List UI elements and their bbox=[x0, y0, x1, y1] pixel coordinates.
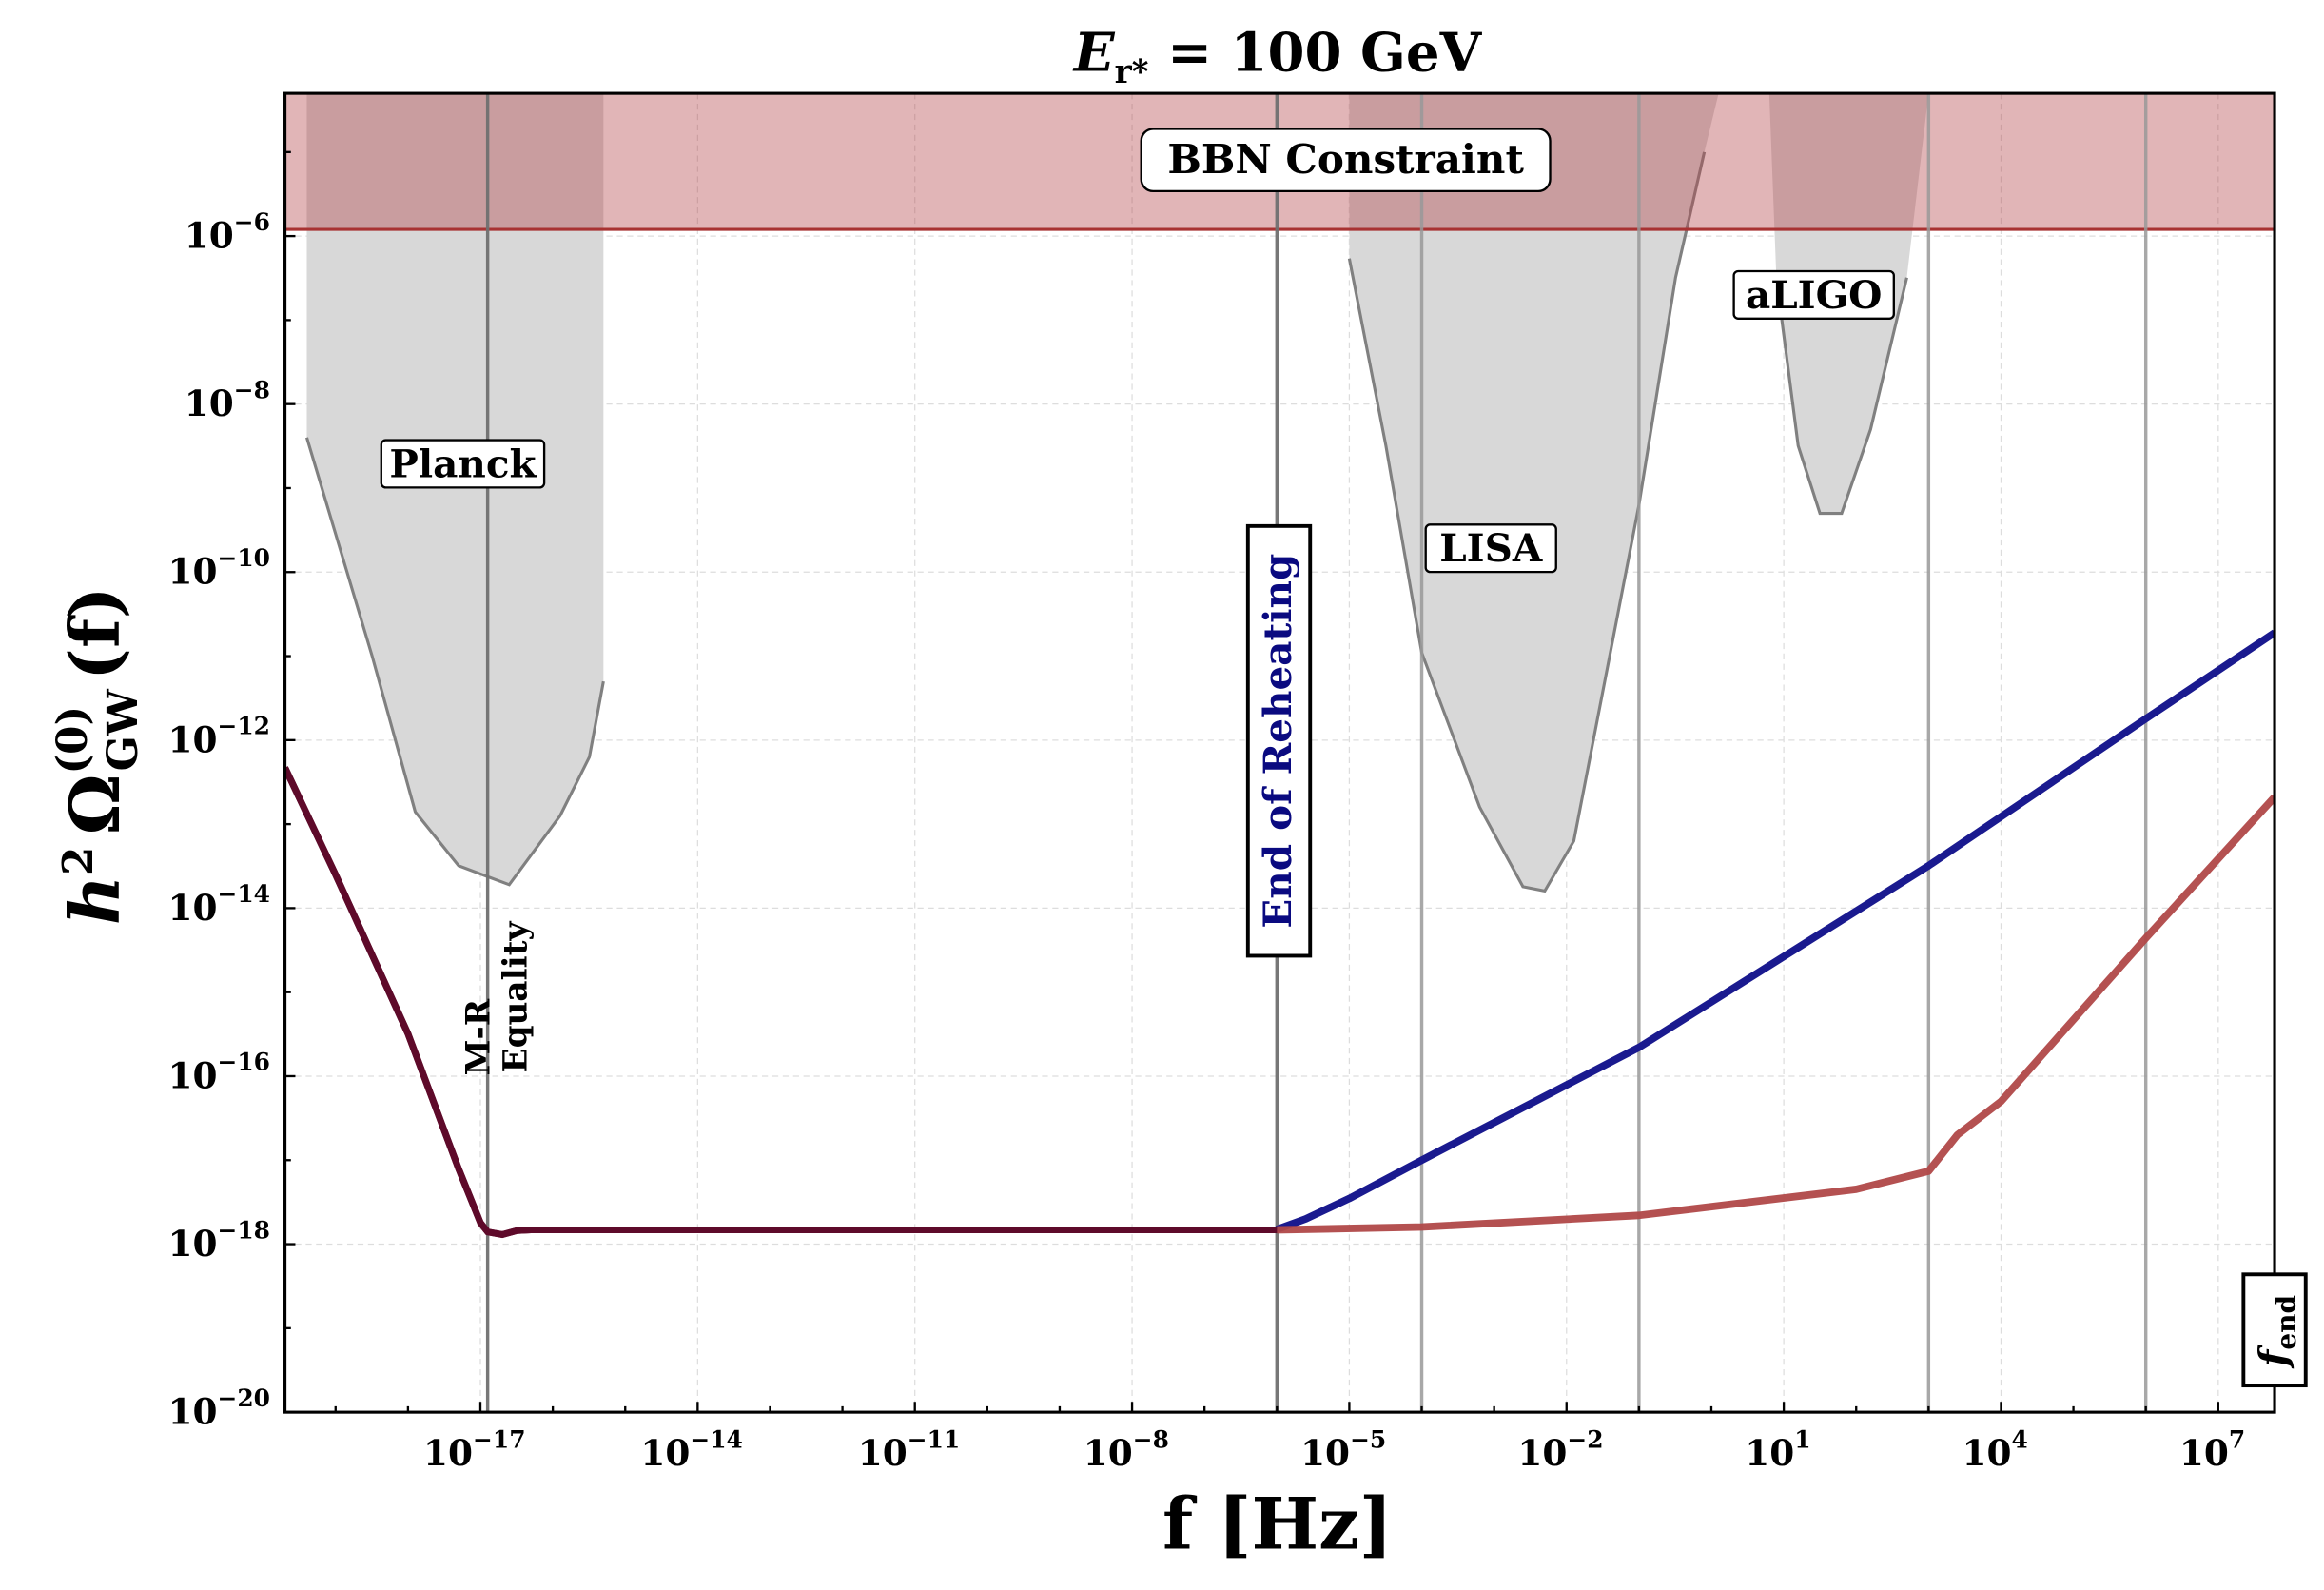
y-tick-label: 10−6 bbox=[185, 208, 270, 257]
x-tick-label: 10−14 bbox=[640, 1425, 743, 1474]
aligo-label-box bbox=[1732, 269, 1895, 320]
sensitivity-curve-lisa bbox=[1347, 151, 1707, 893]
mr-equality-label-line1: M-R bbox=[459, 998, 498, 1075]
series-line-2 bbox=[1277, 795, 2275, 1234]
end-of-reheating-label: End of Reheating bbox=[1255, 554, 1300, 929]
curves bbox=[284, 629, 2275, 1239]
x-tick-label: 10−5 bbox=[1300, 1425, 1386, 1474]
x-tick-label: 10−2 bbox=[1517, 1425, 1603, 1474]
y-tick-label: 10−20 bbox=[167, 1384, 270, 1433]
series-line-0 bbox=[284, 766, 1278, 1238]
aligo-label: aLIGO bbox=[1746, 272, 1882, 318]
x-tick-label: 10−17 bbox=[423, 1425, 526, 1474]
y-tick-label: 10−10 bbox=[167, 544, 270, 593]
lisa-label-box bbox=[1424, 523, 1557, 574]
sensitivity-region-lisa bbox=[1349, 93, 1719, 892]
bbn-label-box bbox=[1140, 128, 1552, 193]
annotations: BBN Constraint Planck LISA aLIGO End of Rehe… bbox=[380, 128, 2308, 1388]
end-of-reheating-label-box bbox=[1245, 523, 1313, 958]
chart-title: Er* = 100 GeV bbox=[1072, 22, 1483, 91]
x-tick-label: 10−8 bbox=[1084, 1425, 1169, 1474]
planck-label-box bbox=[380, 439, 546, 489]
vertical-lines bbox=[485, 93, 2148, 1413]
planck-label: Planck bbox=[389, 441, 537, 486]
mr-equality-label-line2: Equality bbox=[497, 921, 535, 1073]
x-tick-label: 104 bbox=[1963, 1425, 2028, 1474]
y-tick-label: 10−12 bbox=[167, 713, 270, 761]
x-axis-label: f [Hz] bbox=[1162, 1482, 1393, 1565]
y-axis-label: h2Ω(0)GW(f) bbox=[49, 586, 147, 925]
axis-ticks: 10−17 10−14 10−11 10−8 10−5 10−2 101 104 107 10−6… bbox=[167, 150, 2245, 1474]
f-end-label-box bbox=[2241, 1272, 2308, 1388]
x-tick-label: 107 bbox=[2179, 1425, 2245, 1474]
y-tick-label: 10−16 bbox=[167, 1049, 270, 1097]
plot-frame bbox=[283, 91, 2276, 1414]
x-tick-label: 10−11 bbox=[858, 1425, 961, 1474]
x-tick-label: 101 bbox=[1745, 1425, 1810, 1474]
sensitivity-curve-planck bbox=[304, 437, 605, 887]
y-tick-label: 10−14 bbox=[167, 880, 270, 929]
lisa-label: LISA bbox=[1439, 525, 1543, 571]
sensitivity-curve-aligo bbox=[1774, 277, 1908, 516]
series-line-0-overlay bbox=[284, 766, 1278, 1239]
series-line-1 bbox=[1275, 629, 2275, 1233]
y-tick-label: 10−8 bbox=[185, 376, 270, 424]
bbn-label: BBN Constraint bbox=[1167, 136, 1524, 183]
y-tick-label: 10−18 bbox=[167, 1216, 270, 1265]
